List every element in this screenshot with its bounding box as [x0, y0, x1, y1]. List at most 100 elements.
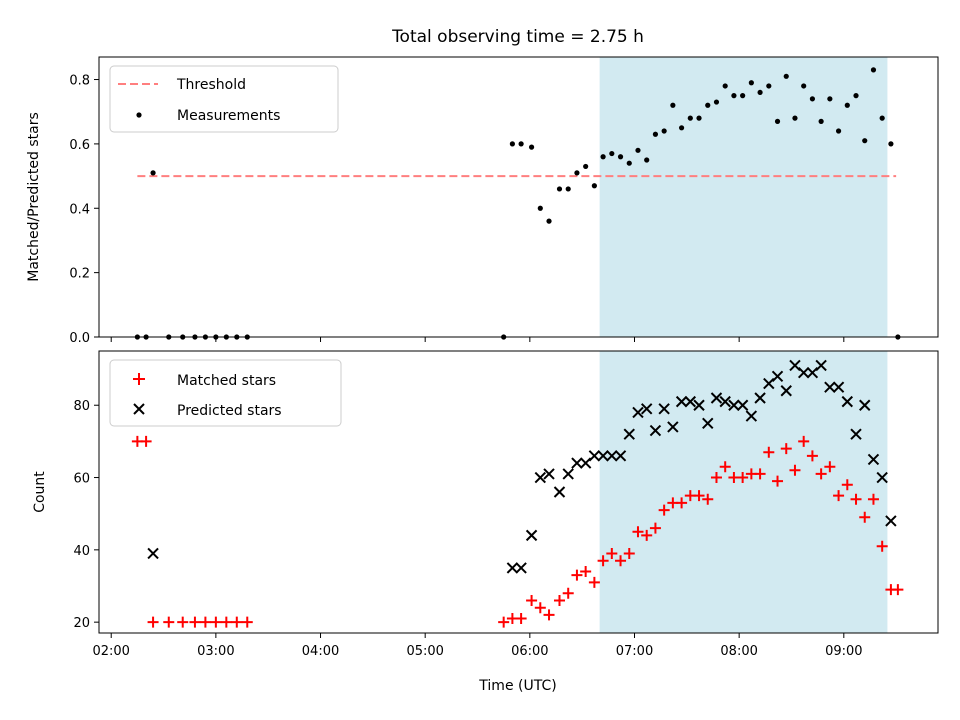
legend-measurements-label: Measurements	[177, 108, 280, 124]
predicted-stars-point	[719, 395, 731, 408]
x-tick-label: 04:00	[302, 644, 339, 659]
top-x-ticks	[110, 337, 845, 342]
top-y-axis: 0.0 0.2 0.4 0.6 0.8	[69, 74, 99, 346]
matched-stars-point	[867, 493, 879, 505]
matched-stars-point	[798, 435, 810, 447]
predicted-stars-point	[614, 450, 627, 462]
measurement-point	[879, 115, 885, 121]
predicted-stars-point	[543, 468, 555, 480]
measurement-point	[818, 118, 824, 124]
predicted-stars-point	[515, 562, 527, 574]
top-y-tick-label: 0.8	[69, 74, 90, 89]
matched-stars-point	[780, 443, 792, 455]
predicted-stars-point	[789, 359, 801, 372]
predicted-stars-point	[571, 457, 583, 469]
predicted-stars-point	[850, 428, 862, 440]
measurement-point	[626, 160, 632, 166]
matched-stars-point	[615, 555, 627, 567]
predicted-stars-point	[859, 399, 871, 411]
predicted-stars-point	[797, 366, 810, 379]
predicted-stars-point	[588, 450, 601, 462]
predicted-stars-point	[553, 486, 566, 498]
matched-stars-point	[241, 616, 253, 628]
measurement-point	[748, 80, 754, 86]
matched-stars-point	[199, 616, 211, 628]
top-axes-frame	[98, 56, 939, 338]
measurement-point	[757, 89, 763, 96]
measurement-point	[844, 102, 850, 108]
matched-stars-point	[824, 461, 836, 473]
measurement-point	[583, 163, 589, 170]
matched-stars-point	[737, 472, 749, 484]
bottom-axes-frame	[98, 350, 939, 634]
x-tick-label: 09:00	[825, 644, 862, 659]
measurement-point	[652, 131, 659, 137]
measurement-point	[546, 218, 552, 224]
predicted-stars-point	[876, 471, 888, 484]
bottom-y-tick-label: 80	[73, 399, 90, 414]
measurement-point	[835, 128, 842, 134]
chart-title: Total observing time = 2.75 h	[391, 27, 644, 47]
legend-matched-swatch	[133, 373, 145, 385]
matched-stars-point	[763, 446, 775, 458]
measurement-point	[705, 102, 711, 108]
predicted-stars-point	[562, 468, 574, 480]
matched-stars-point	[220, 616, 232, 628]
predicted-stars-point	[640, 403, 653, 415]
matched-stars-point	[754, 468, 766, 480]
matched-stars-point	[606, 547, 618, 559]
observing-window-top	[599, 57, 888, 337]
matched-stars-point	[534, 602, 546, 614]
matched-stars-point	[498, 616, 510, 628]
predicted-stars-point	[815, 359, 827, 372]
x-tick-label: 08:00	[720, 644, 757, 659]
bottom-y-axis-label: Count	[32, 471, 48, 513]
predicted-stars-point	[684, 395, 697, 408]
matched-stars-point	[140, 435, 152, 447]
matched-stars-point	[177, 616, 189, 628]
measurement-point	[678, 125, 685, 131]
top-y-tick-label: 0.0	[69, 331, 90, 346]
predicted-stars-point	[806, 366, 819, 379]
measurement-point	[888, 141, 894, 147]
matched-stars-point	[710, 472, 722, 484]
x-tick-label: 06:00	[511, 644, 548, 659]
matched-stars-point	[806, 450, 818, 462]
predicted-stars-point	[841, 395, 854, 408]
matched-stars-point	[526, 594, 538, 606]
matched-stars-point	[562, 587, 574, 599]
x-tick-label: 07:00	[616, 644, 653, 659]
matched-stars-point	[859, 511, 871, 523]
measurement-point	[518, 141, 524, 147]
predicted-stars-point	[754, 392, 766, 404]
predicted-stars-point	[597, 450, 609, 462]
measurement-point	[565, 186, 571, 192]
bottom-y-tick-label: 60	[73, 472, 90, 487]
measurement-point	[722, 83, 728, 89]
predicted-stars-point	[579, 457, 592, 469]
matched-stars-point	[632, 526, 644, 538]
matched-stars-point	[515, 613, 527, 625]
measurement-point	[774, 118, 781, 124]
top-panel: 0.00.20.40.60.8 Matched/Predicted stars …	[26, 56, 939, 346]
measurement-point	[870, 67, 877, 73]
predicted-stars-point	[147, 547, 159, 560]
measurement-point	[809, 96, 816, 102]
top-y-tick-label: 0.6	[69, 138, 90, 153]
x-tick-label: 03:00	[197, 644, 234, 659]
measurement-point	[801, 83, 807, 89]
matched-stars-point	[571, 569, 583, 581]
matched-stars-point	[553, 594, 565, 606]
predicted-stars-point	[736, 399, 749, 411]
predicted-stars-point	[623, 428, 635, 440]
predicted-stars-point	[771, 370, 784, 383]
matched-stars-point	[815, 468, 827, 480]
bottom-legend: Matched stars Predicted stars	[109, 359, 342, 427]
matched-stars-point	[163, 616, 175, 628]
measurement-point	[687, 115, 693, 121]
measurement-point	[600, 154, 606, 160]
predicted-stars-point	[658, 403, 670, 415]
bottom-y-tick-label: 40	[73, 544, 90, 559]
measurement-point	[574, 170, 580, 176]
